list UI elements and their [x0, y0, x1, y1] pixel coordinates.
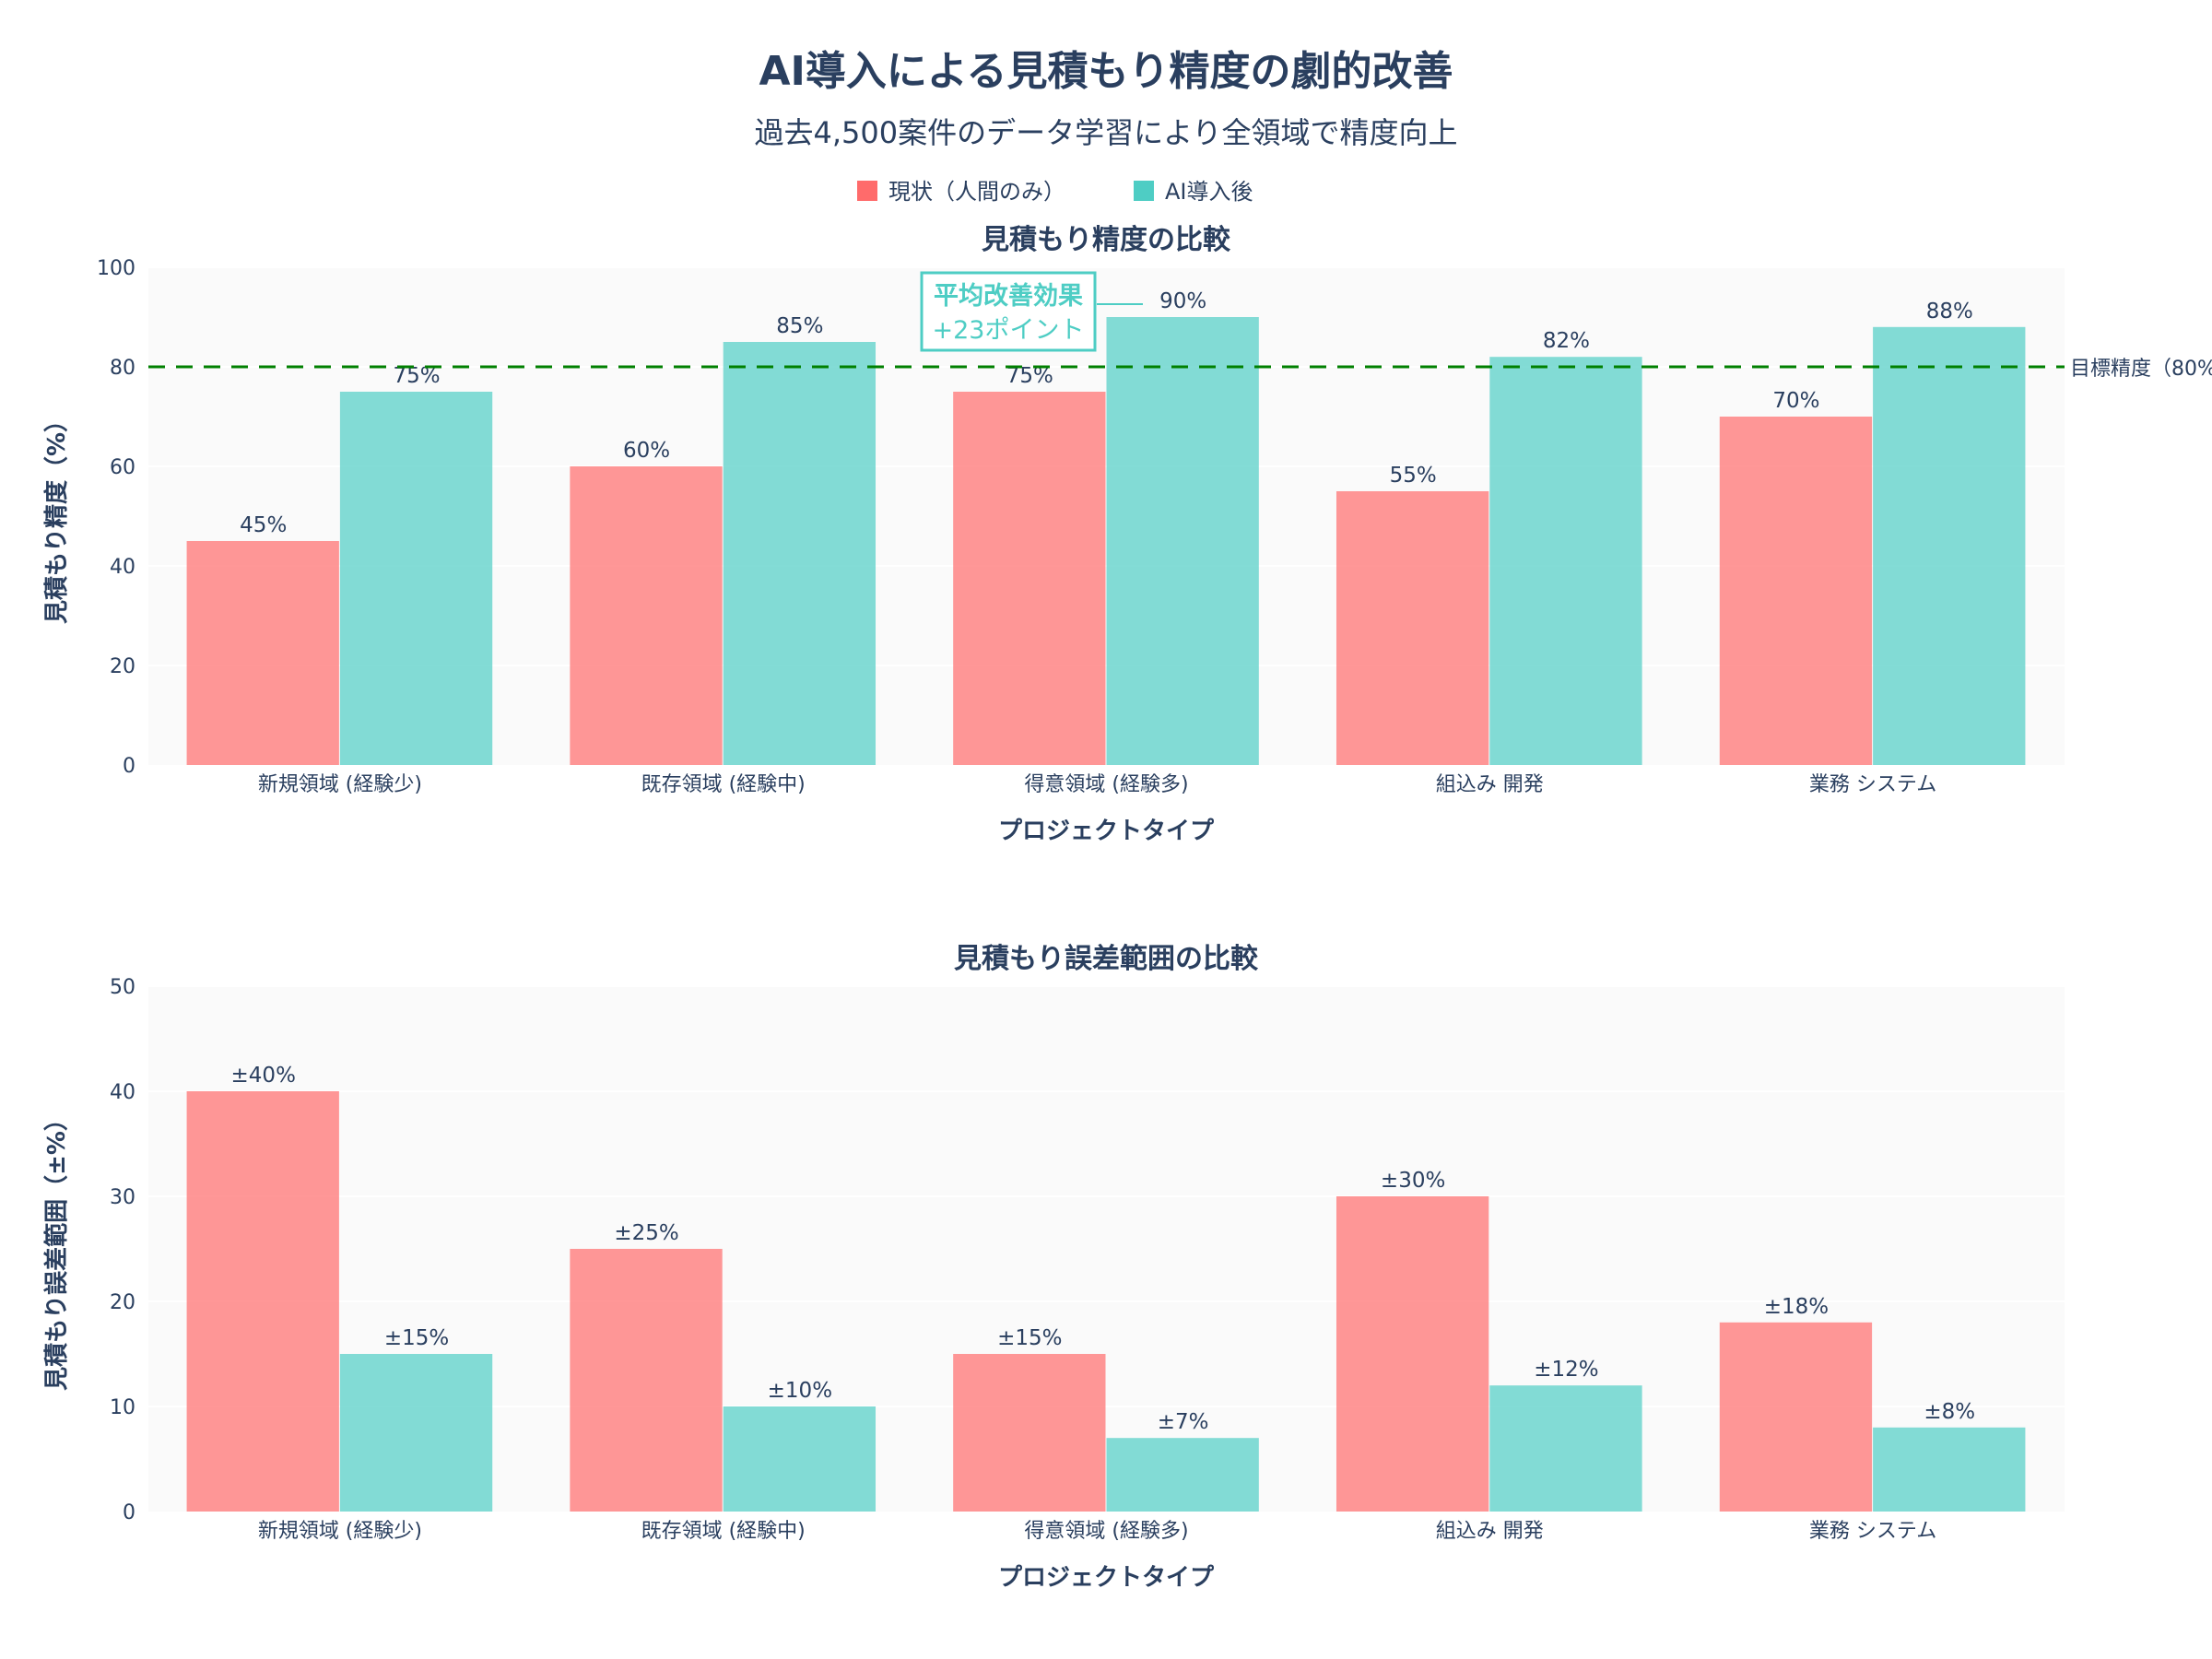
x-axis-title: プロジェクトタイプ	[998, 818, 1215, 845]
y-tick-label: 80	[110, 357, 135, 380]
legend[interactable]: 現状（人間のみ） AI導入後	[857, 179, 1253, 205]
data-label: 60%	[623, 439, 670, 463]
bar-current	[953, 392, 1106, 765]
bar-ai	[723, 1406, 877, 1512]
y-tick-label: 0	[123, 755, 135, 778]
annotation-box	[920, 271, 1097, 352]
y-axis-title: 見積もり誤差範囲（±%）	[42, 1107, 71, 1391]
x-tick-label: 組込み 開発	[1436, 773, 1544, 796]
bar-ai	[723, 342, 877, 765]
x-tick-label: 組込み 開発	[1436, 1520, 1544, 1543]
chart-title: AI導入による見積もり精度の劇的改善	[759, 48, 1453, 95]
subplot-title: 見積もり誤差範囲の比較	[954, 943, 1259, 975]
legend-label-ai[interactable]: AI導入後	[1165, 179, 1253, 205]
y-tick-label: 40	[110, 1081, 135, 1104]
bar-current	[1719, 417, 1873, 765]
bar-ai	[1489, 1385, 1642, 1512]
data-label: ±15%	[384, 1326, 449, 1350]
subplot-title: 見積もり精度の比較	[982, 224, 1231, 256]
x-tick-label: 業務 システム	[1809, 1520, 1936, 1543]
bar-ai	[1873, 326, 2026, 765]
x-tick-label: 既存領域 (経験中)	[641, 773, 806, 796]
data-label: ±30%	[1381, 1169, 1445, 1193]
chart-subtitle: 過去4,500案件のデータ学習により全領域で精度向上	[755, 115, 1458, 150]
data-label: ±10%	[768, 1379, 832, 1403]
data-label: 90%	[1159, 289, 1206, 313]
bar-current	[186, 1091, 339, 1512]
bar-current	[953, 1354, 1106, 1512]
bar-current	[1335, 491, 1489, 765]
data-label: ±7%	[1158, 1410, 1209, 1434]
data-label: 82%	[1543, 329, 1590, 353]
y-tick-label: 20	[110, 1291, 135, 1314]
x-tick-label: 得意領域 (経験多)	[1024, 773, 1188, 796]
data-label: 70%	[1772, 389, 1819, 413]
x-tick-label: 既存領域 (経験中)	[641, 1520, 806, 1543]
bar-current	[186, 541, 339, 765]
bar-ai	[1106, 317, 1259, 765]
bar-ai	[1489, 357, 1642, 765]
x-tick-label: 新規領域 (経験少)	[258, 773, 422, 796]
bar-current	[1335, 1196, 1489, 1512]
data-label: 88%	[1926, 300, 1973, 324]
bar-ai	[1873, 1427, 2026, 1512]
bar-ai	[339, 1354, 493, 1512]
data-label: ±8%	[1924, 1400, 1975, 1424]
data-label: 85%	[776, 314, 823, 338]
data-label: 55%	[1390, 464, 1437, 488]
bar-current	[570, 1249, 723, 1512]
legend-swatch-current	[857, 181, 877, 201]
annotation: 平均改善効果 +23ポイント	[920, 271, 1143, 352]
x-tick-label: 得意領域 (経験多)	[1024, 1520, 1188, 1543]
data-label: ±40%	[231, 1064, 296, 1088]
y-tick-label: 10	[110, 1396, 135, 1419]
target-line-label: 目標精度（80%）	[2070, 358, 2212, 381]
x-tick-label: 業務 システム	[1809, 773, 1936, 796]
y-tick-label: 0	[123, 1501, 135, 1524]
x-axis-title: プロジェクトタイプ	[998, 1564, 1215, 1592]
y-axis-title: 見積もり精度（%）	[42, 408, 71, 624]
y-tick-label: 60	[110, 456, 135, 479]
x-tick-label: 新規領域 (経験少)	[258, 1520, 422, 1543]
data-label: ±12%	[1534, 1358, 1598, 1382]
data-label: ±18%	[1764, 1295, 1829, 1319]
y-tick-label: 50	[110, 976, 135, 999]
y-tick-label: 100	[97, 257, 135, 280]
y-tick-label: 30	[110, 1186, 135, 1209]
legend-swatch-ai	[1134, 181, 1154, 201]
bar-current	[570, 466, 723, 765]
annotation-line2: +23ポイント	[933, 316, 1085, 345]
annotation-line1: 平均改善効果	[934, 281, 1083, 311]
data-label: ±15%	[997, 1326, 1062, 1350]
bar-current	[1719, 1322, 1873, 1512]
y-tick-label: 20	[110, 655, 135, 678]
data-label: 45%	[240, 513, 287, 537]
y-tick-label: 40	[110, 556, 135, 579]
bar-ai	[1106, 1438, 1259, 1512]
bar-ai	[339, 392, 493, 765]
legend-label-current[interactable]: 現状（人間のみ）	[888, 179, 1065, 205]
data-label: ±25%	[614, 1221, 678, 1245]
